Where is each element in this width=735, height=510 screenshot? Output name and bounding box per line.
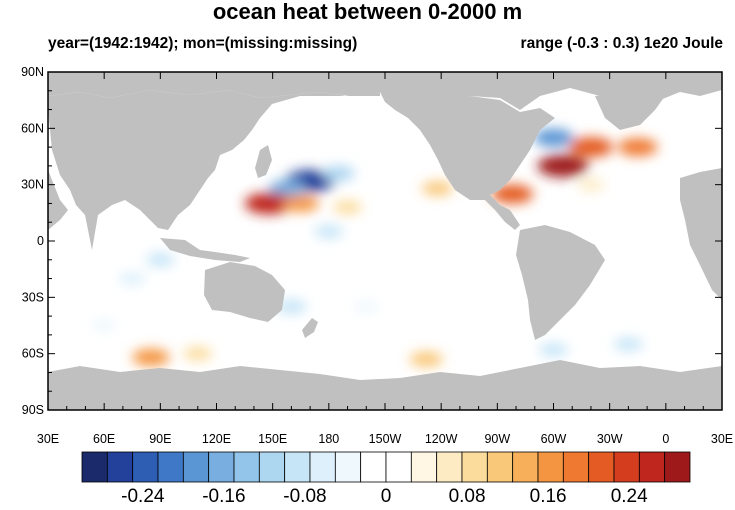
land-africa-west xyxy=(680,168,722,300)
land-greenland xyxy=(595,92,665,130)
lat-tick-label: 30N xyxy=(21,178,44,192)
anomaly-field xyxy=(91,128,658,367)
anomaly-patch xyxy=(539,343,568,357)
anomaly-patch xyxy=(321,165,355,182)
lon-tick-label: 120W xyxy=(425,432,458,446)
anomaly-patch xyxy=(577,178,605,191)
colorbar-label: -0.08 xyxy=(283,486,326,507)
anomaly-patch xyxy=(421,181,453,196)
colorbar-swatch xyxy=(208,451,235,483)
colorbar-swatch xyxy=(360,451,387,483)
anomaly-patch xyxy=(275,299,307,314)
colorbar-swatch xyxy=(461,451,488,483)
land-new-zealand xyxy=(302,318,318,338)
latitude-axis: 90N 60N 30N 0 30S 60S 90S xyxy=(21,65,722,417)
colorbar-swatch xyxy=(334,451,362,483)
colorbar-swatch xyxy=(562,451,590,483)
land-eurasia xyxy=(48,90,380,250)
colorbar-swatch xyxy=(258,451,286,483)
lon-tick-label: 120E xyxy=(202,432,231,446)
anomaly-patch xyxy=(353,300,380,313)
colorbar-swatch xyxy=(81,451,108,483)
anomaly-patch xyxy=(314,224,344,239)
colorbar: -0.24 -0.16 -0.08 0 0.08 0.16 0.24 xyxy=(81,451,691,507)
lat-tick-label: 90N xyxy=(21,65,44,79)
lon-tick-label: 30E xyxy=(711,432,733,446)
colorbar-swatch xyxy=(638,451,666,483)
lat-tick-label: 90S xyxy=(22,403,44,417)
anomaly-patch xyxy=(333,200,362,214)
anomaly-patch xyxy=(409,351,443,367)
land-australia xyxy=(204,262,285,322)
lon-tick-label: 90E xyxy=(149,432,171,446)
land-japan xyxy=(255,145,272,178)
longitude-axis: 30E 60E 90E 120E 150E 180 150W 120W 90W 60W 30W 0 30… xyxy=(37,72,733,446)
land-mask xyxy=(48,72,722,410)
anomaly-patch xyxy=(132,348,170,366)
colorbar-swatch xyxy=(613,451,640,483)
lon-tick-label: 150W xyxy=(369,432,402,446)
anomaly-patch xyxy=(491,184,534,204)
lon-tick-label: 180 xyxy=(318,432,339,446)
colorbar-label: 0 xyxy=(381,486,392,507)
colorbar-swatch xyxy=(132,451,159,483)
colorbar-swatch xyxy=(233,451,260,483)
anomaly-patch xyxy=(145,253,175,267)
anomaly-patch xyxy=(533,128,574,147)
anomaly-patch xyxy=(568,137,614,157)
lat-tick-label: 30S xyxy=(22,290,44,304)
colorbar-swatch xyxy=(588,451,615,483)
colorbar-swatch xyxy=(664,451,691,483)
colorbar-label: -0.24 xyxy=(121,486,165,507)
colorbar-swatch xyxy=(410,451,438,483)
lon-tick-label: 30W xyxy=(597,432,623,446)
anomaly-patch xyxy=(282,195,319,212)
lon-tick-label: 0 xyxy=(662,432,669,446)
colorbar-swatch xyxy=(157,451,184,483)
lon-tick-label: 150E xyxy=(258,432,287,446)
anomaly-patch xyxy=(617,138,658,157)
anomaly-patch xyxy=(244,192,294,215)
land-antarctica xyxy=(48,360,722,410)
lon-tick-label: 30E xyxy=(37,432,59,446)
colorbar-swatch xyxy=(537,451,564,483)
colorbar-swatch xyxy=(385,451,412,483)
lat-tick-label: 60S xyxy=(22,347,44,361)
land-north-america xyxy=(380,92,555,230)
anomaly-patch xyxy=(537,154,589,178)
plot-title: ocean heat between 0-2000 m xyxy=(212,0,523,24)
colorbar-label: 0.08 xyxy=(449,486,486,507)
colorbar-swatch xyxy=(309,451,336,483)
lat-tick-label: 60N xyxy=(21,121,44,135)
anomaly-patch xyxy=(183,346,213,361)
colorbar-label: -0.16 xyxy=(202,486,245,507)
colorbar-swatch xyxy=(436,451,463,483)
time-subtitle: year=(1942:1942); mon=(missing:missing) xyxy=(48,35,358,52)
lat-tick-label: 0 xyxy=(37,234,44,248)
land-arctic xyxy=(48,72,722,110)
colorbar-swatch xyxy=(106,451,134,483)
colorbar-swatch xyxy=(182,451,210,483)
colorbar-swatch xyxy=(284,451,311,483)
anomaly-patch xyxy=(118,272,146,285)
land-south-america xyxy=(516,225,605,340)
anomaly-patch xyxy=(268,179,307,197)
colorbar-swatch xyxy=(512,451,539,483)
lon-tick-label: 60E xyxy=(93,432,115,446)
anomaly-patch xyxy=(91,319,117,332)
lon-tick-label: 90W xyxy=(484,432,510,446)
colorbar-label: 0.24 xyxy=(611,486,648,507)
anomaly-patch xyxy=(613,337,643,352)
lon-tick-label: 60W xyxy=(541,432,567,446)
colorbar-swatch xyxy=(486,451,514,483)
land-indonesia xyxy=(160,238,250,262)
colorbar-label: 0.16 xyxy=(530,486,567,507)
range-subtitle: range (-0.3 : 0.3) 1e20 Joule xyxy=(520,35,723,52)
